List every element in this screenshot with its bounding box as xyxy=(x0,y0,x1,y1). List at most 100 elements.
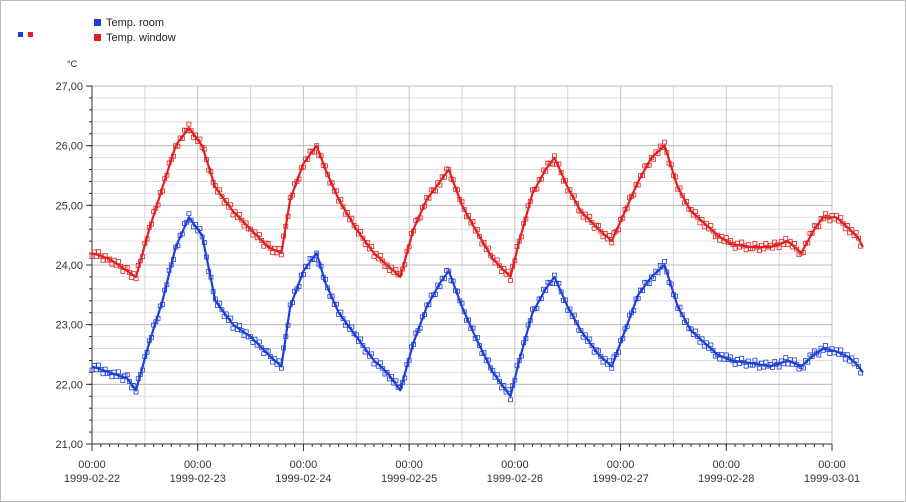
data-point-room xyxy=(206,269,212,274)
data-point-window xyxy=(360,235,366,241)
data-point-room xyxy=(549,281,555,286)
data-point-window xyxy=(212,183,218,189)
data-point-window xyxy=(417,215,423,221)
data-point-window xyxy=(609,240,615,246)
data-point-window xyxy=(265,241,271,246)
data-point-room xyxy=(723,352,729,358)
data-point-room xyxy=(756,365,762,371)
data-point-window xyxy=(739,239,745,245)
data-point-window xyxy=(118,264,124,269)
data-point-window xyxy=(133,276,139,282)
data-point-window xyxy=(406,244,412,250)
x-tick-label-time: 00:00 xyxy=(78,459,106,471)
data-point-window xyxy=(272,245,278,251)
data-point-room xyxy=(212,296,218,302)
data-point-room xyxy=(582,332,588,338)
data-point-window xyxy=(305,156,311,162)
data-point-window xyxy=(144,236,150,242)
data-point-room xyxy=(805,359,811,365)
data-point-room xyxy=(243,329,249,335)
data-point-room xyxy=(210,289,216,295)
data-point-room xyxy=(349,324,355,330)
data-point-room xyxy=(543,288,549,294)
data-point-window xyxy=(737,244,742,250)
data-point-room xyxy=(578,328,584,334)
data-point-window xyxy=(792,241,797,246)
data-point-window xyxy=(505,268,511,274)
data-point-window xyxy=(323,163,328,169)
data-point-window xyxy=(567,187,573,193)
data-point-room xyxy=(276,358,282,364)
data-point-room xyxy=(204,254,209,260)
data-point-room xyxy=(538,296,544,302)
data-point-window xyxy=(805,240,811,246)
data-point-room xyxy=(490,368,496,374)
data-point-room xyxy=(719,352,725,358)
data-point-window xyxy=(668,162,674,168)
x-tick-label-time: 00:00 xyxy=(713,459,741,471)
y-tick-label: 21,00 xyxy=(55,439,83,451)
data-point-window xyxy=(373,250,379,256)
data-point-room xyxy=(113,374,119,379)
data-point-window xyxy=(660,145,665,151)
legend-item-room[interactable]: Temp. room xyxy=(94,15,176,30)
data-point-room xyxy=(598,354,604,359)
data-point-room xyxy=(477,343,483,348)
data-point-window xyxy=(393,266,399,272)
data-point-room xyxy=(708,342,714,348)
data-point-room xyxy=(501,383,507,388)
data-point-room xyxy=(109,374,115,380)
data-point-room xyxy=(552,272,557,278)
x-tick-label-date: 1999-02-28 xyxy=(698,473,754,485)
data-point-window xyxy=(171,153,176,159)
data-point-room xyxy=(840,352,846,357)
data-point-window xyxy=(761,246,767,252)
data-point-room xyxy=(296,284,302,289)
x-tick-label-date: 1999-02-26 xyxy=(487,473,543,485)
data-point-window xyxy=(389,264,394,270)
data-point-window xyxy=(743,247,749,253)
data-point-room xyxy=(849,355,855,361)
data-point-room xyxy=(314,250,320,256)
legend-toggle[interactable] xyxy=(16,30,40,38)
data-point-room xyxy=(534,305,540,311)
data-point-window xyxy=(477,234,483,240)
data-point-room xyxy=(144,349,150,355)
data-point-window xyxy=(776,245,782,251)
data-point-room xyxy=(660,264,665,270)
data-point-room xyxy=(96,362,102,368)
data-point-room xyxy=(120,378,126,383)
data-point-room xyxy=(699,336,705,342)
data-point-window xyxy=(107,256,113,262)
data-point-room xyxy=(248,334,253,340)
data-point-room xyxy=(237,323,242,328)
data-point-room xyxy=(323,276,328,282)
legend-item-window[interactable]: Temp. window xyxy=(94,30,176,45)
data-point-room xyxy=(558,289,564,295)
data-point-room xyxy=(345,320,350,326)
data-point-room xyxy=(673,293,679,299)
data-point-window xyxy=(204,157,209,162)
data-point-window xyxy=(164,172,170,178)
data-point-window xyxy=(552,153,557,159)
data-point-window xyxy=(486,245,491,251)
data-point-room xyxy=(116,369,121,375)
data-point-window xyxy=(655,151,661,156)
data-point-window xyxy=(281,233,287,239)
data-point-room xyxy=(358,336,364,342)
data-point-window xyxy=(279,252,284,258)
data-point-room xyxy=(655,270,661,276)
data-point-window xyxy=(426,195,432,201)
data-point-room xyxy=(228,315,234,321)
x-tick-label-time: 00:00 xyxy=(607,459,635,471)
data-point-window xyxy=(223,198,229,203)
x-tick-label-time: 00:00 xyxy=(290,459,318,471)
data-point-room xyxy=(312,257,317,263)
data-point-room xyxy=(481,350,487,356)
data-point-window xyxy=(534,186,540,192)
data-point-room xyxy=(369,351,375,357)
data-point-window xyxy=(710,228,716,234)
data-point-room xyxy=(781,361,786,367)
data-point-window xyxy=(715,232,720,238)
data-point-window xyxy=(787,238,793,244)
